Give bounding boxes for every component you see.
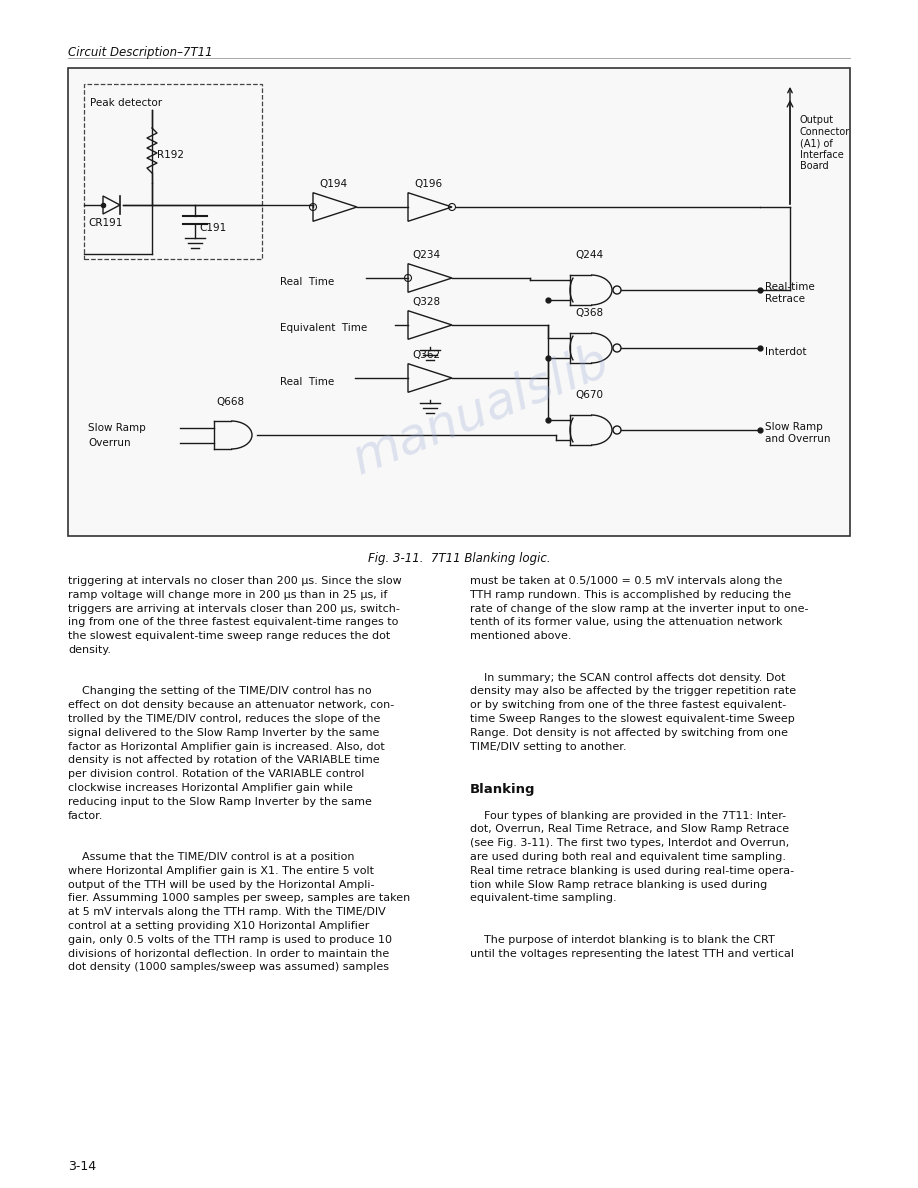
Text: density is not affected by rotation of the VARIABLE time: density is not affected by rotation of t… [68,756,380,765]
Text: Q244: Q244 [575,249,603,260]
Text: signal delivered to the Slow Ramp Inverter by the same: signal delivered to the Slow Ramp Invert… [68,728,379,738]
Text: or by switching from one of the three fastest equivalent-: or by switching from one of the three fa… [470,700,786,710]
Text: the slowest equivalent-time sweep range reduces the dot: the slowest equivalent-time sweep range … [68,631,390,642]
Text: Q234: Q234 [412,249,440,260]
Text: Real  Time: Real Time [280,377,334,387]
Text: TIME/DIV setting to another.: TIME/DIV setting to another. [470,741,626,752]
Text: tion while Slow Ramp retrace blanking is used during: tion while Slow Ramp retrace blanking is… [470,879,767,890]
Text: Q670: Q670 [575,390,603,400]
Text: Changing the setting of the TIME/DIV control has no: Changing the setting of the TIME/DIV con… [68,687,372,696]
Text: Q362: Q362 [412,350,440,360]
Text: dot, Overrun, Real Time Retrace, and Slow Ramp Retrace: dot, Overrun, Real Time Retrace, and Slo… [470,824,789,834]
Text: Assume that the TIME/DIV control is at a position: Assume that the TIME/DIV control is at a… [68,852,354,862]
Text: Q196: Q196 [414,179,442,189]
Text: Circuit Description–7T11: Circuit Description–7T11 [68,46,213,59]
Text: gain, only 0.5 volts of the TTH ramp is used to produce 10: gain, only 0.5 volts of the TTH ramp is … [68,935,392,944]
Text: output of the TTH will be used by the Horizontal Ampli-: output of the TTH will be used by the Ho… [68,879,375,890]
Text: Peak detector: Peak detector [90,97,162,108]
Text: clockwise increases Horizontal Amplifier gain while: clockwise increases Horizontal Amplifier… [68,783,353,794]
Text: Output
Connector
(A1) of
Interface
Board: Output Connector (A1) of Interface Board [800,115,850,171]
Text: density.: density. [68,645,111,655]
Text: Slow Ramp
and Overrun: Slow Ramp and Overrun [765,422,831,443]
Text: Q194: Q194 [319,179,347,189]
Text: Equivalent  Time: Equivalent Time [280,323,367,333]
Text: rate of change of the slow ramp at the inverter input to one-: rate of change of the slow ramp at the i… [470,604,809,613]
Text: trolled by the TIME/DIV control, reduces the slope of the: trolled by the TIME/DIV control, reduces… [68,714,380,723]
Text: dot density (1000 samples/sweep was assumed) samples: dot density (1000 samples/sweep was assu… [68,962,389,973]
Text: Real time retrace blanking is used during real-time opera-: Real time retrace blanking is used durin… [470,866,794,876]
Text: In summary; the SCAN control affects dot density. Dot: In summary; the SCAN control affects dot… [470,672,786,683]
Text: factor.: factor. [68,810,104,821]
Text: Range. Dot density is not affected by switching from one: Range. Dot density is not affected by sw… [470,728,788,738]
Text: Overrun: Overrun [88,438,130,448]
Text: must be taken at 0.5/1000 = 0.5 mV intervals along the: must be taken at 0.5/1000 = 0.5 mV inter… [470,576,782,586]
Text: R192: R192 [157,150,184,160]
Text: Four types of blanking are provided in the 7T11: Inter-: Four types of blanking are provided in t… [470,810,786,821]
Text: equivalent-time sampling.: equivalent-time sampling. [470,893,617,903]
Text: triggers are arriving at intervals closer than 200 μs, switch-: triggers are arriving at intervals close… [68,604,400,613]
Text: ing from one of the three fastest equivalent-time ranges to: ing from one of the three fastest equiva… [68,618,398,627]
Text: The purpose of interdot blanking is to blank the CRT: The purpose of interdot blanking is to b… [470,935,775,944]
Text: density may also be affected by the trigger repetition rate: density may also be affected by the trig… [470,687,796,696]
Text: effect on dot density because an attenuator network, con-: effect on dot density because an attenua… [68,700,394,710]
Text: (see Fig. 3-11). The first two types, Interdot and Overrun,: (see Fig. 3-11). The first two types, In… [470,839,789,848]
Text: Real-time
Retrace: Real-time Retrace [765,282,815,304]
Text: TTH ramp rundown. This is accomplished by reducing the: TTH ramp rundown. This is accomplished b… [470,589,791,600]
Text: per division control. Rotation of the VARIABLE control: per division control. Rotation of the VA… [68,769,364,779]
Text: reducing input to the Slow Ramp Inverter by the same: reducing input to the Slow Ramp Inverter… [68,797,372,807]
Text: Interdot: Interdot [765,347,807,358]
Text: ramp voltage will change more in 200 μs than in 25 μs, if: ramp voltage will change more in 200 μs … [68,589,387,600]
Text: Fig. 3-11.  7T11 Blanking logic.: Fig. 3-11. 7T11 Blanking logic. [368,552,550,565]
Bar [84,84,262,259]
Bar [68,68,850,536]
Text: Q668: Q668 [216,397,244,407]
Text: are used during both real and equivalent time sampling.: are used during both real and equivalent… [470,852,786,862]
Text: tenth of its former value, using the attenuation network: tenth of its former value, using the att… [470,618,782,627]
Text: Real  Time: Real Time [280,277,334,287]
Text: CR191: CR191 [88,219,122,228]
Text: time Sweep Ranges to the slowest equivalent-time Sweep: time Sweep Ranges to the slowest equival… [470,714,795,723]
Text: fier. Assumming 1000 samples per sweep, samples are taken: fier. Assumming 1000 samples per sweep, … [68,893,410,903]
Text: Blanking: Blanking [470,783,535,796]
Text: Slow Ramp: Slow Ramp [88,423,146,432]
Text: where Horizontal Amplifier gain is X1. The entire 5 volt: where Horizontal Amplifier gain is X1. T… [68,866,374,876]
Text: until the voltages representing the latest TTH and vertical: until the voltages representing the late… [470,948,794,959]
Text: divisions of horizontal deflection. In order to maintain the: divisions of horizontal deflection. In o… [68,948,389,959]
Text: mentioned above.: mentioned above. [470,631,572,642]
Text: C191: C191 [199,223,226,233]
Text: manualslib: manualslib [344,336,615,484]
Text: at 5 mV intervals along the TTH ramp. With the TIME/DIV: at 5 mV intervals along the TTH ramp. Wi… [68,908,386,917]
Text: Q328: Q328 [412,297,440,307]
Text: triggering at intervals no closer than 200 μs. Since the slow: triggering at intervals no closer than 2… [68,576,402,586]
Text: control at a setting providing X10 Horizontal Amplifier: control at a setting providing X10 Horiz… [68,921,369,931]
Text: Q368: Q368 [575,308,603,318]
Text: 3-14: 3-14 [68,1159,96,1173]
Text: factor as Horizontal Amplifier gain is increased. Also, dot: factor as Horizontal Amplifier gain is i… [68,741,385,752]
